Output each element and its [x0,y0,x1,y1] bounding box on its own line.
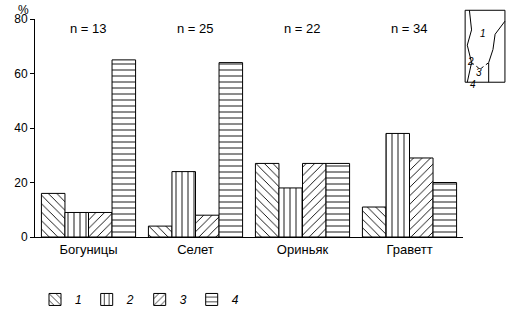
svg-text:n = 25: n = 25 [177,21,214,36]
svg-text:%: % [18,3,29,17]
svg-text:80: 80 [14,12,28,26]
svg-text:Богуницы: Богуницы [59,242,117,257]
svg-text:n = 13: n = 13 [70,21,107,36]
svg-text:4: 4 [232,293,239,307]
svg-text:3: 3 [476,67,482,78]
svg-text:4: 4 [470,79,476,90]
svg-text:0: 0 [21,230,28,244]
svg-text:Ориньяк: Ориньяк [277,242,329,257]
svg-text:1: 1 [75,293,82,307]
svg-text:n = 34: n = 34 [391,21,428,36]
svg-text:20: 20 [14,176,28,190]
svg-text:40: 40 [14,121,28,135]
svg-text:n = 22: n = 22 [284,21,321,36]
svg-text:Граветт: Граветт [386,242,432,257]
svg-text:60: 60 [14,67,28,81]
svg-text:Селет: Селет [177,242,214,257]
svg-text:2: 2 [126,293,134,307]
svg-text:1: 1 [480,28,486,39]
svg-text:2: 2 [467,56,474,67]
svg-text:3: 3 [180,293,187,307]
